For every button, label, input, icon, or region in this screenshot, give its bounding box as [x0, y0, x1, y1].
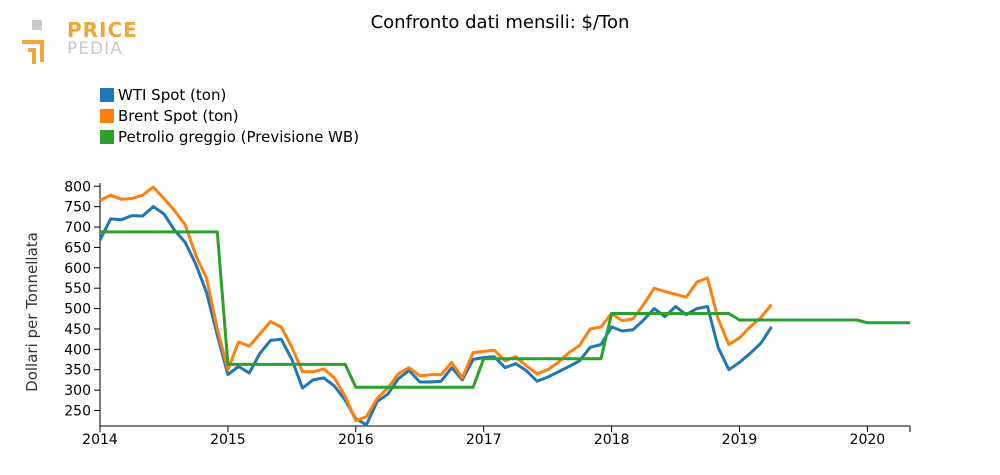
- y-tick-label: 450: [64, 322, 91, 338]
- x-tick-label: 2020: [850, 432, 886, 448]
- y-axis-label: Dollari per Tonnellata: [23, 232, 41, 392]
- x-tick-label: 2017: [466, 432, 502, 448]
- chart-title: Confronto dati mensili: $/Ton: [370, 12, 630, 33]
- pricepedia-logo: PRICE PEDIA: [20, 18, 137, 68]
- series-line-2: [100, 230, 910, 389]
- series-line-0: [98, 205, 773, 427]
- legend-item-brent[interactable]: Brent Spot (ton): [100, 105, 359, 126]
- y-tick-label: 650: [64, 240, 91, 256]
- logo-word-pedia: PEDIA: [67, 39, 123, 59]
- legend-swatch-wti: [100, 87, 114, 102]
- legend-swatch-wb: [100, 129, 114, 144]
- x-tick-label: 2018: [594, 432, 630, 448]
- logo-mark-icon: [22, 20, 44, 64]
- y-tick-label: 500: [64, 302, 91, 318]
- y-tick-label: 400: [64, 342, 91, 358]
- x-tick-label: 2019: [722, 432, 758, 448]
- y-tick-label: 300: [64, 383, 91, 399]
- x-tick-label: 2016: [338, 432, 374, 448]
- y-tick-label: 700: [64, 220, 91, 236]
- legend-label-wti: WTI Spot (ton): [118, 85, 227, 104]
- y-tick-label: 250: [64, 404, 91, 420]
- logo-word-price: PRICE: [67, 18, 138, 42]
- series-line-1: [99, 185, 773, 423]
- legend-label-brent: Brent Spot (ton): [118, 106, 239, 125]
- y-tick-label: 550: [64, 281, 91, 297]
- legend-item-wb[interactable]: Petrolio greggio (Previsione WB): [100, 126, 359, 147]
- legend-swatch-brent: [100, 108, 114, 123]
- y-tick-label: 600: [64, 261, 91, 277]
- x-tick-label: 2015: [210, 432, 246, 448]
- legend-label-wb: Petrolio greggio (Previsione WB): [118, 127, 360, 146]
- chart-legend: WTI Spot (ton) Brent Spot (ton) Petrolio…: [100, 84, 359, 147]
- y-tick-label: 800: [64, 179, 91, 195]
- legend-item-wti[interactable]: WTI Spot (ton): [100, 84, 359, 105]
- x-tick-label: 2014: [82, 432, 118, 448]
- y-tick-label: 350: [64, 363, 91, 379]
- y-tick-label: 750: [64, 200, 91, 216]
